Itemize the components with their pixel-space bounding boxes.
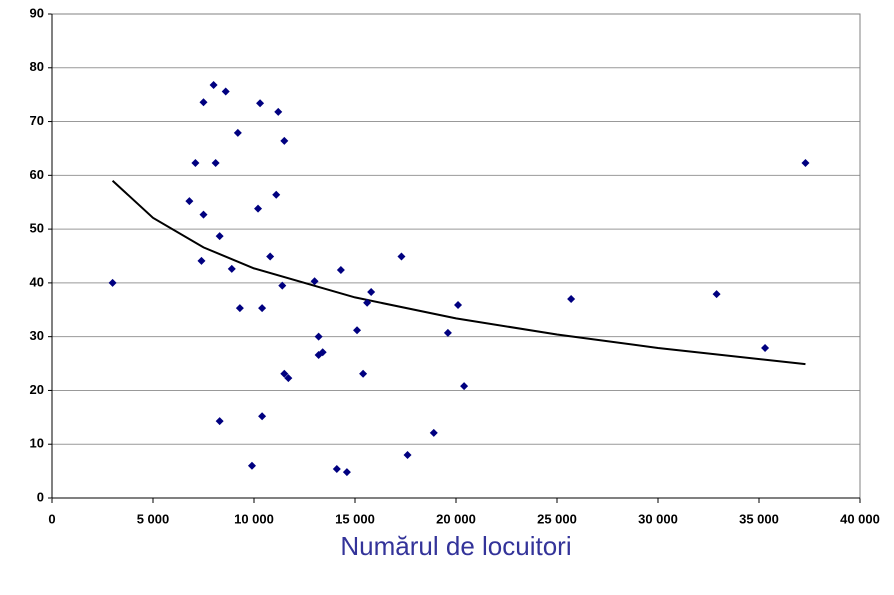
- point: [197, 256, 206, 265]
- point: [266, 252, 275, 261]
- point: [278, 281, 287, 290]
- y-tick-label: 60: [30, 167, 44, 182]
- y-tick-label: 40: [30, 274, 44, 289]
- x-tick-label: 40 000: [840, 511, 880, 526]
- y-tick-label: 30: [30, 328, 44, 343]
- point: [284, 374, 293, 383]
- point: [108, 278, 117, 287]
- point: [332, 464, 341, 473]
- point: [280, 369, 289, 378]
- point: [221, 87, 230, 96]
- point: [247, 461, 256, 470]
- point: [254, 204, 263, 213]
- x-tick-label: 35 000: [739, 511, 779, 526]
- point: [443, 328, 452, 337]
- point: [367, 288, 376, 297]
- point: [801, 158, 810, 167]
- y-tick-label: 80: [30, 59, 44, 74]
- point: [211, 158, 220, 167]
- point: [567, 295, 576, 304]
- y-tick-label: 20: [30, 382, 44, 397]
- x-tick-label: 30 000: [638, 511, 678, 526]
- point: [353, 326, 362, 335]
- point: [215, 417, 224, 426]
- point: [761, 343, 770, 352]
- point: [460, 382, 469, 391]
- x-tick-label: 25 000: [537, 511, 577, 526]
- y-tick-label: 0: [37, 489, 44, 504]
- point: [363, 298, 372, 307]
- y-tick-label: 10: [30, 436, 44, 451]
- point: [310, 277, 319, 286]
- y-tick-label: 50: [30, 221, 44, 236]
- x-axis-title: Numărul de locuitori: [340, 531, 571, 561]
- y-tick-label: 70: [30, 113, 44, 128]
- point: [258, 304, 267, 313]
- point: [314, 332, 323, 341]
- point: [258, 412, 267, 421]
- x-tick-label: 0: [48, 511, 55, 526]
- point: [403, 450, 412, 459]
- point: [272, 190, 281, 199]
- point: [280, 136, 289, 145]
- point: [233, 128, 242, 137]
- x-tick-label: 20 000: [436, 511, 476, 526]
- point: [359, 369, 368, 378]
- point: [274, 107, 283, 116]
- y-tick-label: 90: [30, 5, 44, 20]
- point: [397, 252, 406, 261]
- plot-border: [51, 13, 861, 499]
- point: [199, 98, 208, 107]
- point: [712, 290, 721, 299]
- trend-line: [111, 179, 806, 366]
- point: [318, 348, 327, 357]
- point: [227, 264, 236, 273]
- point: [336, 265, 345, 274]
- point: [209, 80, 218, 89]
- point: [429, 428, 438, 437]
- point: [256, 99, 265, 108]
- point: [454, 300, 463, 309]
- point: [342, 468, 351, 477]
- x-tick-label: 15 000: [335, 511, 375, 526]
- point: [235, 304, 244, 313]
- point: [191, 158, 200, 167]
- x-tick-label: 5 000: [137, 511, 170, 526]
- x-tick-label: 10 000: [234, 511, 274, 526]
- point: [199, 210, 208, 219]
- point: [215, 232, 224, 241]
- point: [185, 197, 194, 206]
